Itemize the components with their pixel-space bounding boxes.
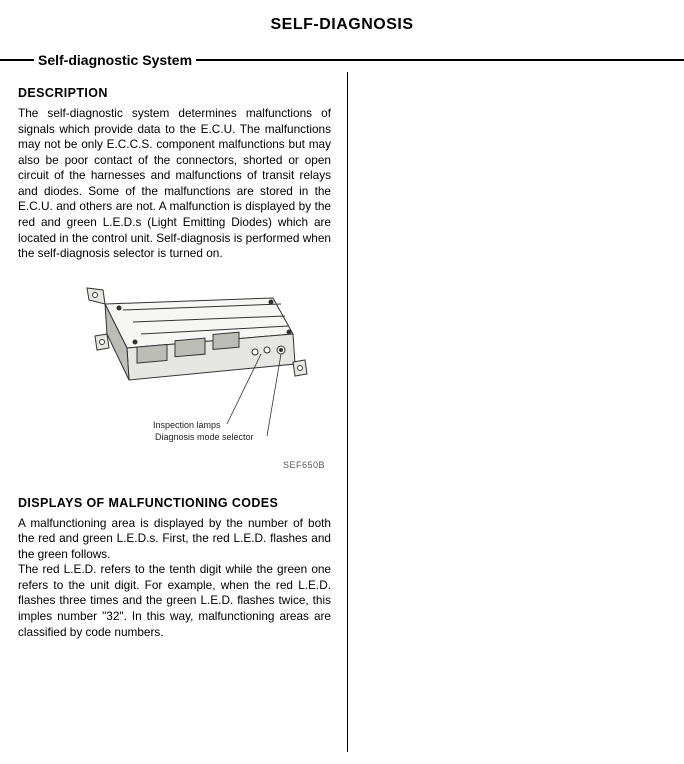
ecu-illustration-svg: ECU box (isometric-ish) — [35, 276, 315, 456]
displays-body-2: The red L.E.D. refers to the tenth digit… — [18, 562, 331, 640]
right-column — [348, 72, 684, 752]
description-body: The self-diagnostic system determines ma… — [18, 106, 331, 262]
description-heading: DESCRIPTION — [18, 86, 331, 100]
page-title: SELF-DIAGNOSIS — [0, 0, 684, 34]
section-subtitle: Self-diagnostic System — [34, 52, 196, 68]
displays-heading: DISPLAYS OF MALFUNCTIONING CODES — [18, 496, 331, 510]
ecu-figure: ECU box (isometric-ish) — [18, 276, 331, 456]
left-column: DESCRIPTION The self-diagnostic system d… — [0, 72, 348, 752]
callout-mode-selector: Diagnosis mode selector — [155, 432, 254, 442]
subtitle-row: Self-diagnostic System — [0, 52, 684, 68]
callout-inspection-lamps: Inspection lamps — [153, 420, 221, 430]
displays-body-1: A malfunctioning area is displayed by th… — [18, 516, 331, 563]
rule-left — [0, 59, 34, 61]
two-column-layout: DESCRIPTION The self-diagnostic system d… — [0, 72, 684, 752]
figure-id: SEF650B — [18, 460, 331, 470]
rule-right — [196, 59, 684, 61]
